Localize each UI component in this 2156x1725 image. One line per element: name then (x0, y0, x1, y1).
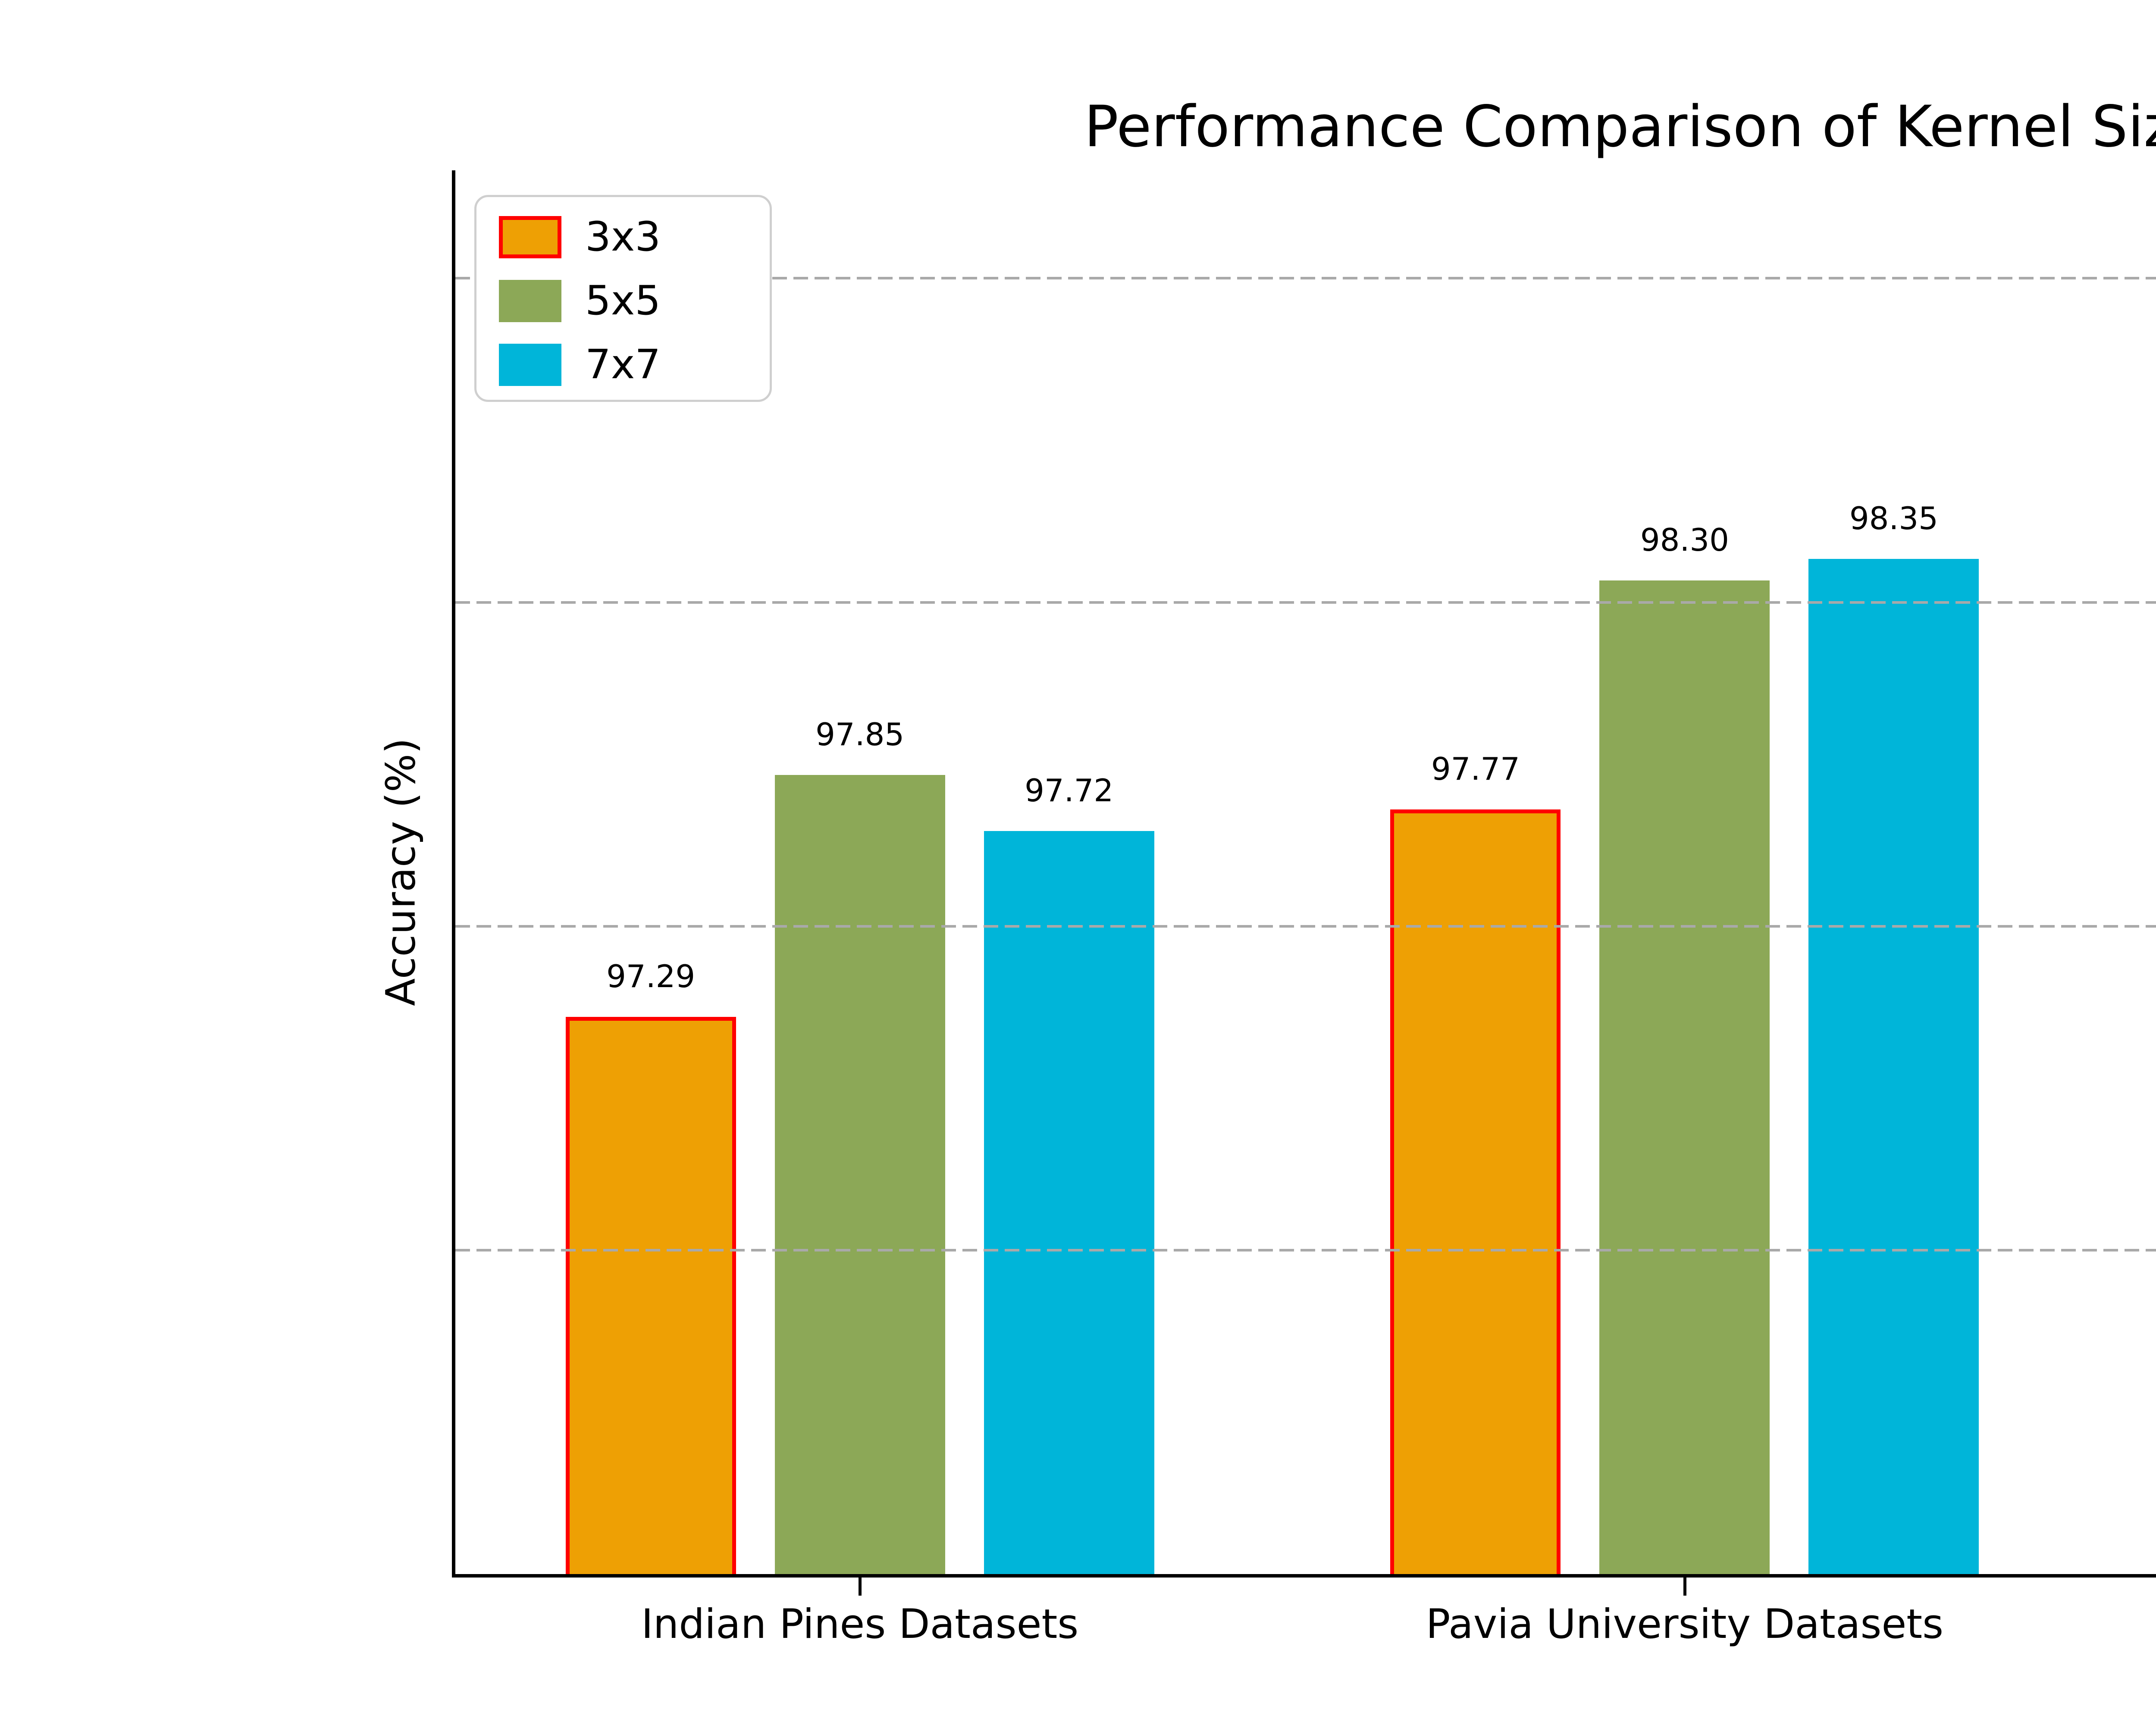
bar-value-label: 98.30 (1640, 522, 1729, 558)
legend-item-5x5: 5x5 (499, 279, 770, 323)
bar-value-label: 97.72 (1025, 772, 1114, 809)
legend-item-label: 3x3 (585, 213, 661, 260)
x-axis-tick-label: Houston 2013 Datasets (2101, 1601, 2156, 1648)
legend-swatch-7x7 (499, 344, 561, 386)
bar-value-label: 97.77 (1431, 751, 1520, 787)
bar-5x5-group1 (774, 775, 945, 1574)
legend-item-label: 7x7 (585, 341, 661, 388)
gridline-98.25 (455, 601, 2156, 604)
bar-value-label: 97.85 (815, 716, 905, 753)
bar-7x7-group1 (984, 831, 1154, 1574)
x-axis-tick (1683, 1578, 1686, 1596)
bar-3x3-group2 (1390, 809, 1561, 1574)
legend-item-7x7: 7x7 (499, 343, 770, 387)
gridline-99 (455, 277, 2156, 280)
gridline-96.75 (455, 1248, 2156, 1251)
legend-item-label: 5x5 (585, 277, 661, 324)
x-axis-tick-label: Pavia University Datasets (1426, 1601, 1944, 1648)
legend-swatch-3x3 (499, 216, 561, 258)
bar-value-label: 97.29 (606, 958, 696, 995)
chart-title: Performance Comparison of Kernel Sizes (1084, 94, 2156, 160)
bar-value-label: 98.35 (1849, 500, 1938, 537)
bar-5x5-group2 (1599, 580, 1770, 1574)
x-axis-tick-label: Indian Pines Datasets (641, 1601, 1079, 1648)
bar-3x3-group1 (565, 1017, 736, 1574)
plot-area: 97.29 97.85 97.72 Indian Pines Datasets 97.7… (452, 170, 2156, 1648)
legend-item-3x3: 3x3 (499, 215, 770, 259)
gridline-97.5 (455, 925, 2156, 928)
y-axis-label: Accuracy (%) (377, 738, 425, 1006)
x-axis-tick (859, 1578, 862, 1596)
legend: 3x3 5x5 7x7 (474, 195, 772, 402)
bar-7x7-group2 (1808, 559, 1979, 1574)
legend-swatch-5x5 (499, 280, 561, 322)
